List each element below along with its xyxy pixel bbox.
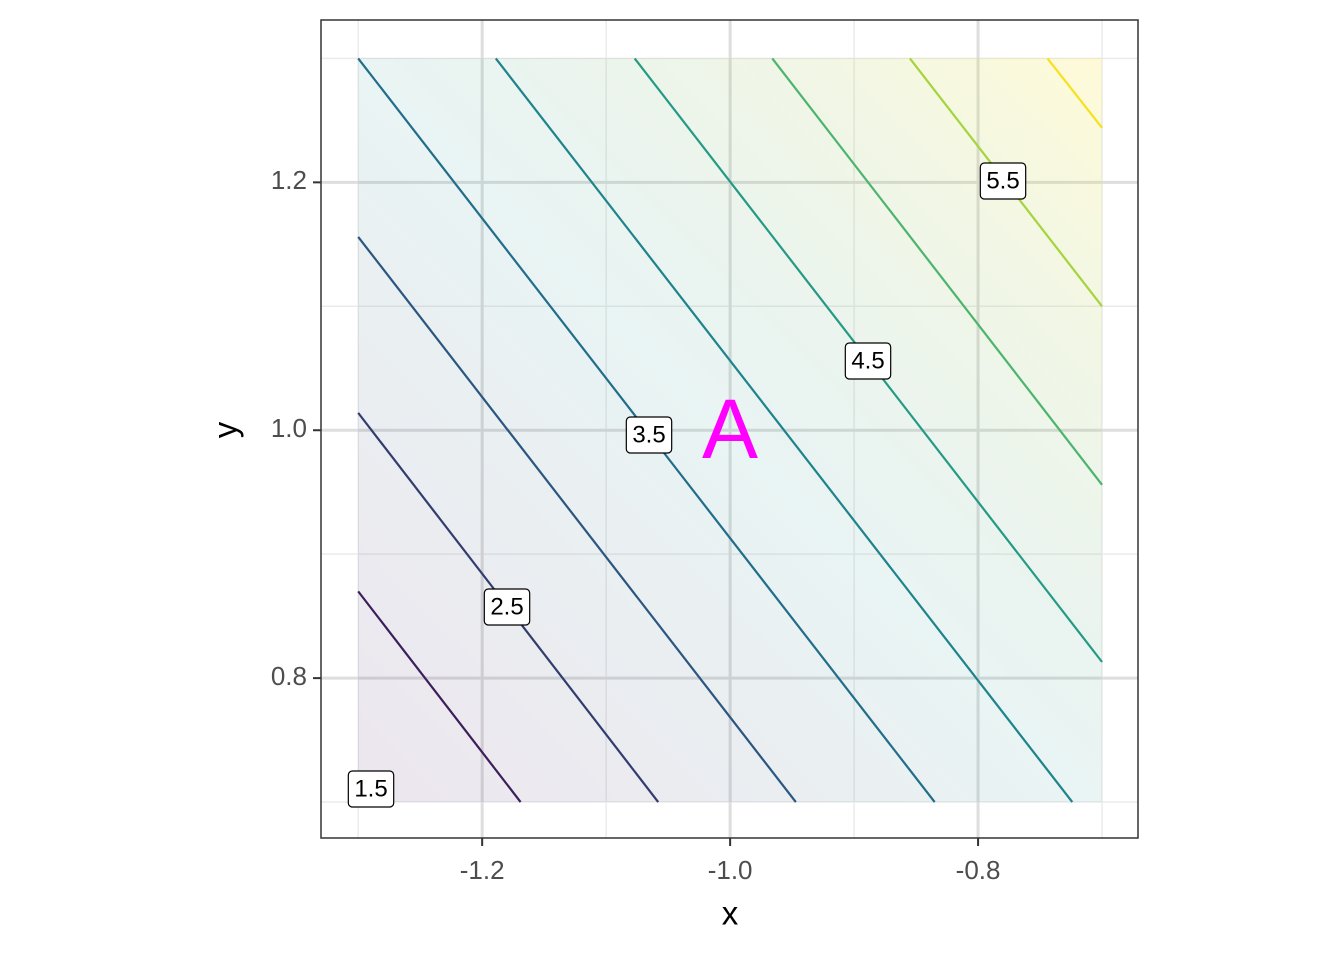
x-tick-label: -1.2 [460, 855, 505, 885]
contour-label-text: 1.5 [354, 775, 387, 802]
contour-label-text: 5.5 [986, 167, 1019, 194]
contour-line [494, 57, 1074, 803]
y-tick-label: 1.0 [271, 413, 307, 443]
y-axis-title: y [207, 421, 244, 438]
contour-label-box [844, 342, 892, 380]
contour-label: 1.5 [347, 770, 395, 808]
contour-label: 3.5 [625, 416, 673, 454]
contour-label: 2.5 [483, 588, 531, 626]
x-tick-label: -1.0 [708, 855, 753, 885]
contour-label: 5.5 [979, 162, 1027, 200]
x-tick-label: -0.8 [956, 855, 1001, 885]
contour-label-text: 3.5 [632, 421, 665, 448]
contour-label-box [979, 162, 1027, 200]
foreground: -1.2 -1.0 -0.8 0.8 1.0 1.2 1.5 2.5 3.5 4.5 5.5 A [271, 162, 1027, 885]
annotation: A [702, 382, 758, 476]
contour-line [1046, 57, 1103, 129]
contour-line [357, 590, 522, 803]
y-tick-label: 0.8 [271, 661, 307, 691]
contour-label: 4.5 [844, 342, 892, 380]
contour-label-box [483, 588, 531, 626]
contour-label-text: 4.5 [851, 347, 884, 374]
contour-line [771, 57, 1103, 486]
contour-label-box [625, 416, 673, 454]
contour-label-box [347, 770, 395, 808]
contour-line [357, 236, 797, 803]
contour-label-text: 2.5 [490, 593, 523, 620]
y-tick-label: 1.2 [271, 165, 307, 195]
x-axis-title: x [722, 895, 739, 932]
